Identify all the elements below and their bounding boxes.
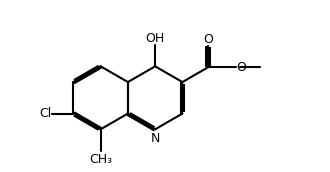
Text: CH₃: CH₃ [89,153,112,166]
Text: N: N [150,132,160,145]
Text: Cl: Cl [40,107,52,120]
Text: O: O [203,33,213,46]
Text: OH: OH [146,32,165,45]
Text: O: O [237,61,247,74]
